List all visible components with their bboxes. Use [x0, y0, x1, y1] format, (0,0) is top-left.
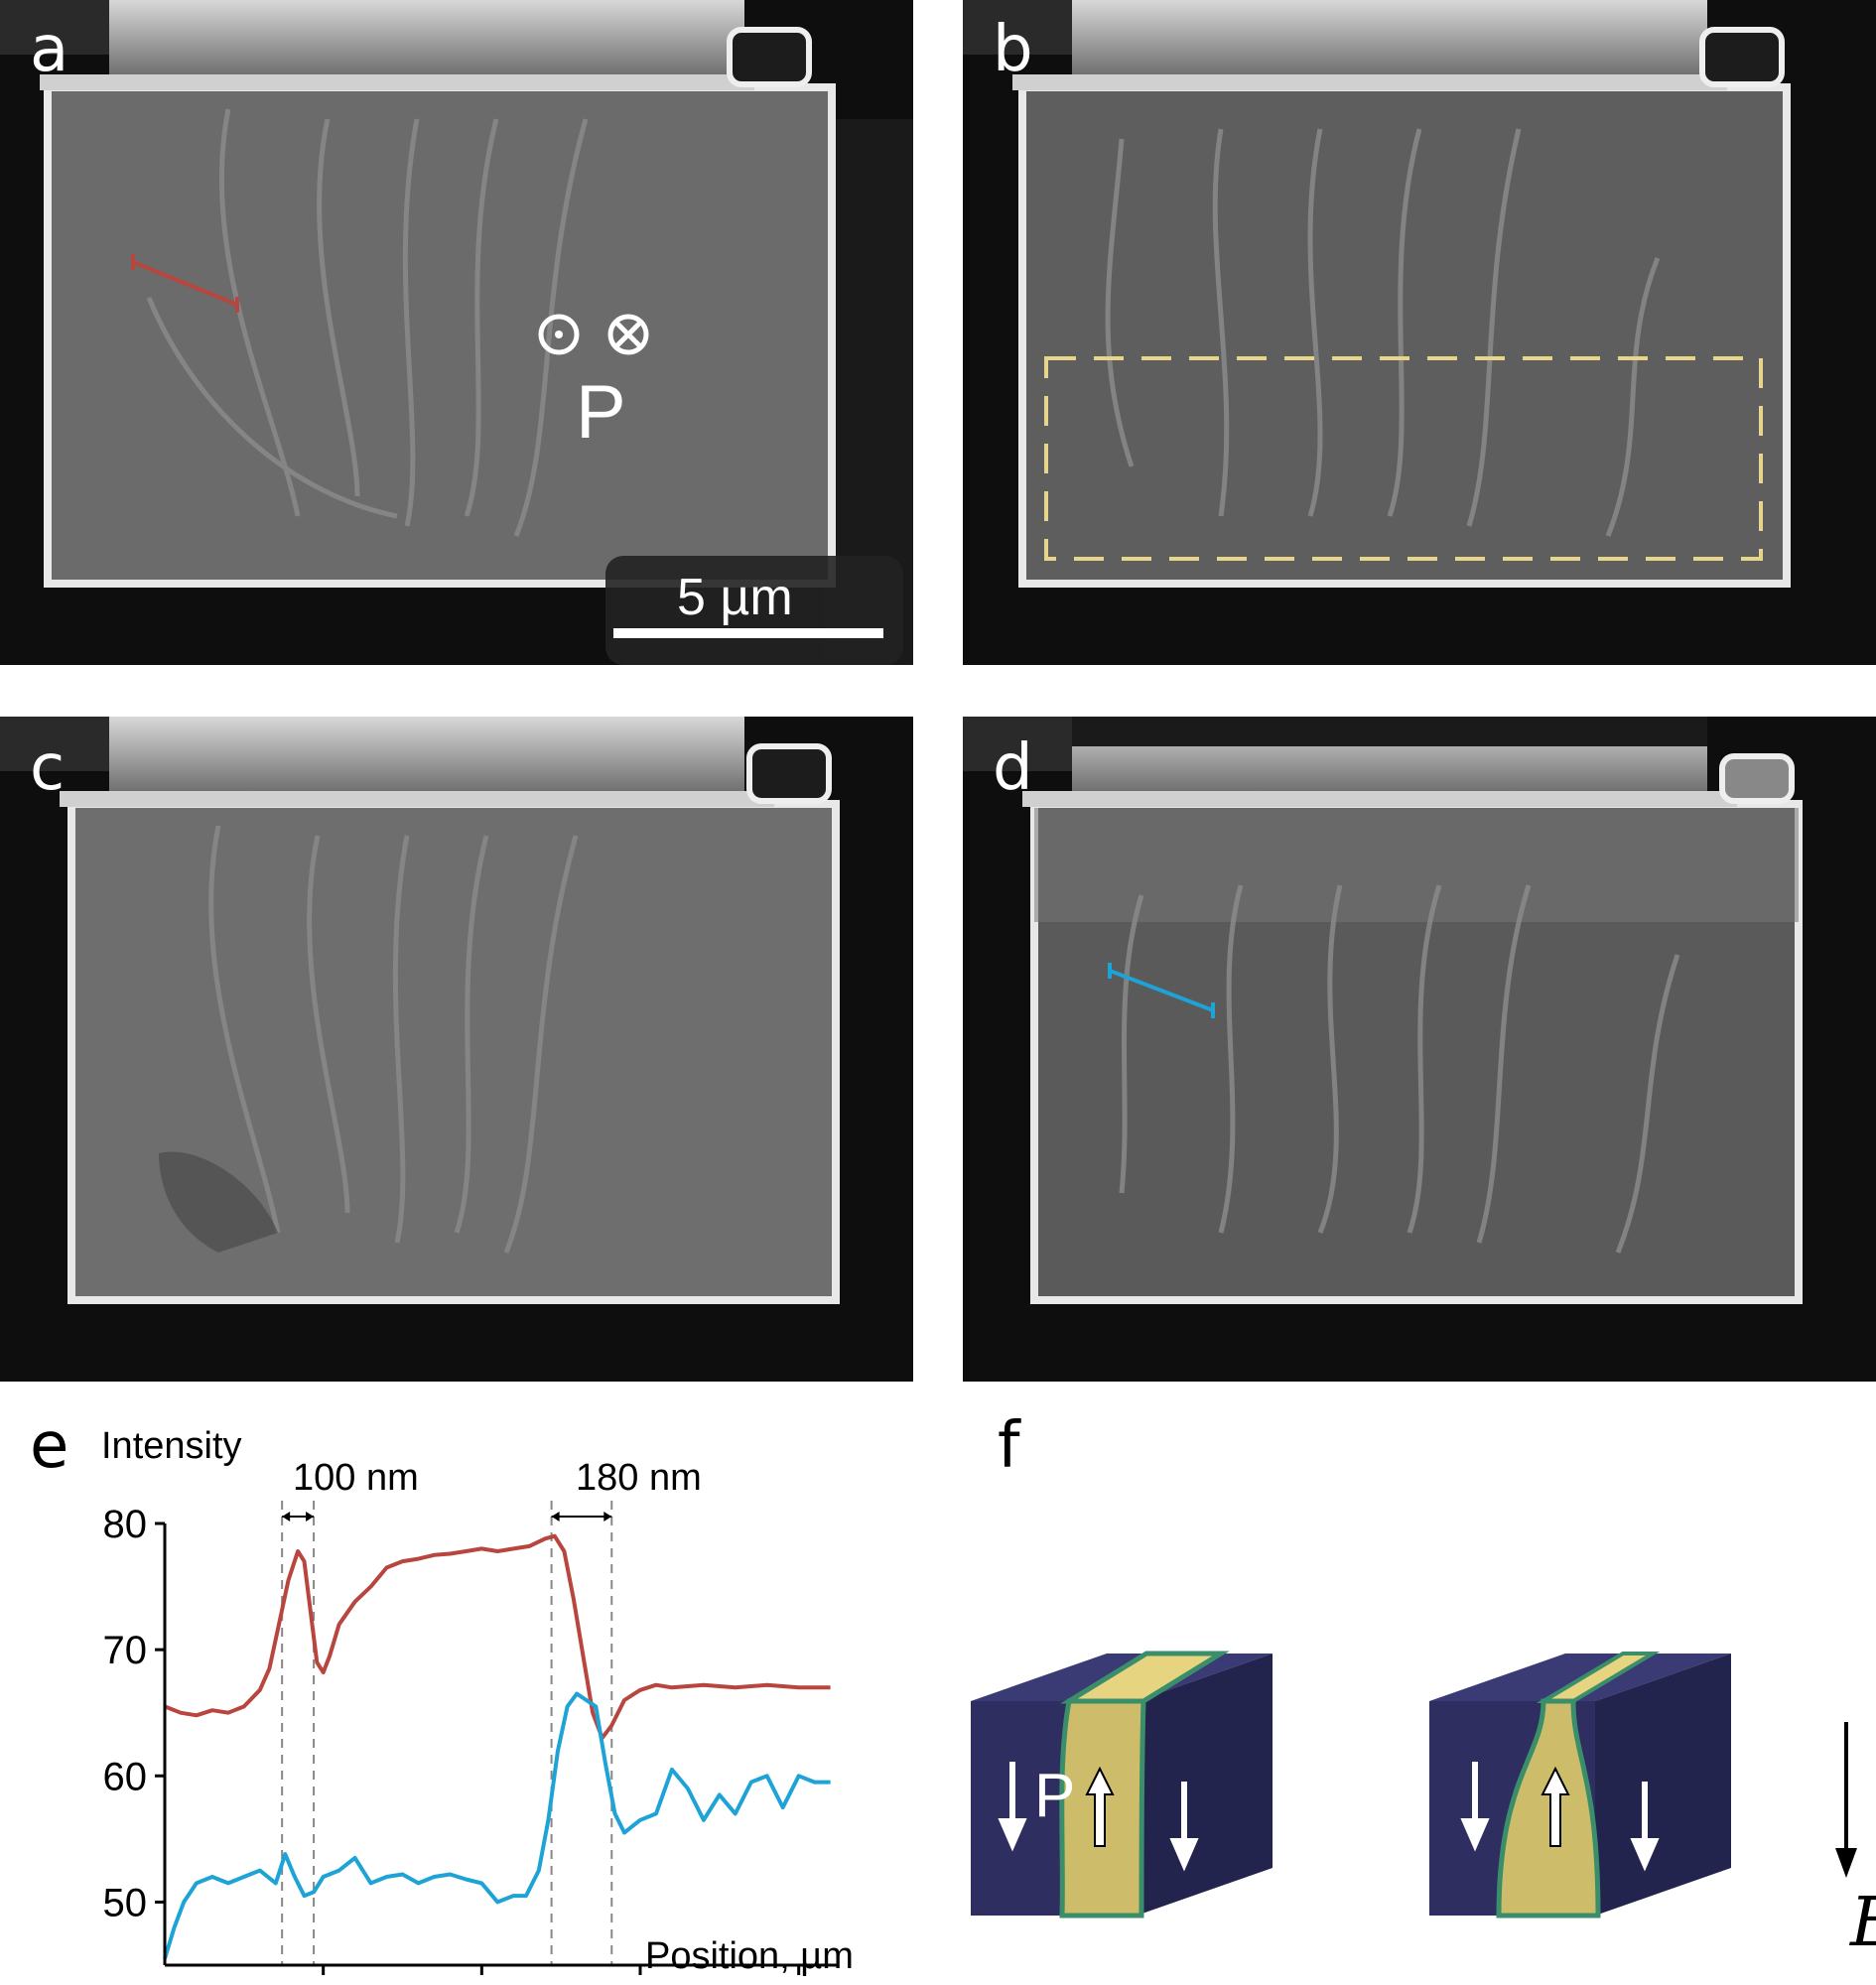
chart-axes: [163, 1523, 837, 1967]
dashed-region-box: [1044, 356, 1763, 561]
panel-label-b: b: [993, 13, 1033, 86]
micrograph-a: [0, 0, 913, 665]
micrograph-c: [0, 717, 913, 1382]
micrograph-d: [963, 717, 1876, 1382]
scalebar-label: 5 µm: [677, 569, 793, 626]
panel-label-e: e: [30, 1409, 69, 1483]
panel-label-c: c: [30, 731, 66, 805]
tick-group: 0.5 1 1.5 2 50 60 70 80: [103, 1503, 810, 1985]
chart-e: 0.5 1 1.5 2 50 60 70 80: [103, 1501, 837, 1985]
x-tick-label: 0.5: [296, 1978, 351, 1985]
annotation-arrowhead-left-1: [551, 1512, 560, 1522]
field-arrow: [1835, 1722, 1857, 1878]
annotation-guides: [281, 1501, 613, 1965]
domain-block-left: [971, 1651, 1273, 1919]
micrograph-b: [963, 0, 1876, 665]
schematic-f: [971, 1651, 1857, 1919]
annotation-arrowhead-right-0: [306, 1512, 315, 1522]
panel-label-f: f: [998, 1409, 1020, 1483]
series-line-0: [164, 1533, 831, 1741]
y-tick-label: 70: [103, 1629, 148, 1672]
series-group: [163, 1533, 831, 1960]
x-tick-label: 2: [788, 1978, 810, 1985]
field-label: E: [1850, 1884, 1876, 1962]
panel-label-a: a: [30, 13, 69, 86]
y-tick-label: 80: [103, 1503, 148, 1546]
annotation-label-180nm: 180 nm: [576, 1457, 702, 1499]
x-tick-label: 1: [470, 1978, 492, 1985]
annotation-arrowhead-left-0: [282, 1512, 291, 1522]
annotation-group: [282, 1512, 612, 1522]
polarization-label-a: P: [576, 370, 626, 455]
panel-label-d: d: [993, 731, 1033, 805]
series-line-1: [163, 1691, 831, 1960]
x-tick-label: 1.5: [612, 1978, 668, 1985]
annotation-arrowhead-right-1: [603, 1512, 612, 1522]
annotation-label-100nm: 100 nm: [293, 1457, 419, 1499]
up-arrow-outlined: [1085, 1766, 1570, 1847]
polarization-arrows: [998, 1762, 1660, 1872]
polarization-label-f: P: [1034, 1762, 1076, 1830]
x-axis-label: Position, µm: [645, 1935, 854, 1977]
domain-block-right: [1429, 1652, 1731, 1919]
y-tick-label: 60: [103, 1755, 148, 1798]
y-tick-label: 50: [103, 1881, 148, 1924]
y-axis-label: Intensity: [101, 1425, 242, 1467]
